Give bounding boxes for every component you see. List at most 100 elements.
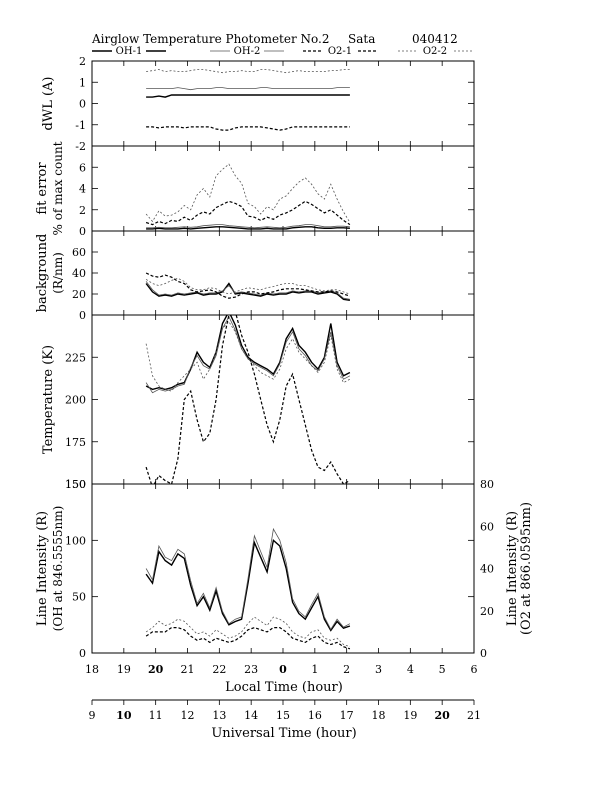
y2-tick-label: 20 [480, 605, 494, 618]
series-oh-1 [145, 538, 351, 632]
series-oh-1 [145, 315, 351, 391]
y-label-line2: (OH at 846.5555nm) [51, 506, 65, 632]
legend-item-oh-1: OH-1 [92, 46, 166, 57]
y-tick-label: 60 [72, 246, 86, 259]
ut-tick-label: 18 [372, 709, 386, 722]
y-label: Temperature (K) [41, 345, 56, 454]
series-oh-2 [145, 527, 351, 631]
x-local-tick-label: 22 [212, 663, 226, 676]
x-local-tick-label: 3 [375, 663, 382, 676]
legend-label: OH-1 [116, 46, 143, 57]
x-local-tick-label: 5 [439, 663, 446, 676]
y-tick-label: 20 [72, 288, 86, 301]
site-label: Sata [348, 32, 375, 46]
y2-label-line2: (O2 at 866.0595nm) [519, 502, 534, 635]
panel-frame [91, 230, 475, 316]
series-o2-1 [145, 272, 351, 299]
ut-tick-label: 11 [149, 709, 163, 722]
legend-item-oh-2: OH-2 [210, 46, 284, 57]
y-label-line2: % of max count [51, 141, 65, 235]
series-o2-2 [145, 616, 351, 648]
x-local-label: Local Time (hour) [225, 680, 343, 695]
ut-tick-label: 19 [403, 709, 417, 722]
legend-label: O2-2 [423, 46, 447, 57]
y-tick-label: 150 [65, 478, 86, 491]
y2-label: Line Intensity (R) [505, 511, 520, 626]
panel-frame [91, 60, 475, 147]
series-oh-2 [145, 281, 350, 300]
series-o2-2 [145, 163, 351, 223]
y-tick-label: 200 [65, 394, 86, 407]
x-ut-label: Universal Time (hour) [211, 726, 356, 741]
ut-tick-label: 21 [467, 709, 481, 722]
panel-fit-error: 6 4 2 0 fit error% of max count [35, 141, 475, 238]
legend-item-o2-1: O2-1 [303, 46, 377, 57]
y-tick-label: 50 [72, 591, 86, 604]
y-tick-label: 0 [79, 647, 86, 660]
y-tick-label: 0 [79, 98, 86, 111]
x-local-tick-label: 21 [181, 663, 195, 676]
x-local-tick-label: 6 [471, 663, 478, 676]
x-local-tick-label: 18 [85, 663, 99, 676]
x-axes: Local Time (hour) Universal Time (hour) … [85, 663, 481, 741]
y-label: dWL (A) [41, 77, 56, 131]
y-tick-label: 0 [79, 225, 86, 238]
y2-tick-label: 60 [480, 520, 494, 533]
ut-tick-label: 9 [89, 709, 96, 722]
ut-tick-label: 16 [308, 709, 322, 722]
ut-tick-label: 15 [276, 709, 290, 722]
y-label: background [35, 234, 50, 313]
x-local-tick-label: 23 [244, 663, 258, 676]
y-label-line2: (R/nm) [51, 252, 65, 294]
y-tick-label: 2 [79, 204, 86, 217]
ut-tick-label: 20 [435, 709, 451, 722]
y-tick-label: 40 [72, 267, 86, 280]
series-oh-1 [146, 226, 350, 230]
series-o2-1 [146, 126, 350, 131]
y-label: Line Intensity (R) [35, 511, 50, 626]
x-local-tick-label: 20 [148, 663, 164, 676]
y-tick-label: 6 [79, 161, 86, 174]
series-oh-2 [146, 224, 350, 229]
y-tick-label: 1 [79, 76, 86, 89]
y-tick-label: 225 [65, 351, 86, 364]
series-o2-2 [146, 69, 350, 74]
date-label: 040412 [412, 32, 458, 46]
x-local-tick-label: 0 [279, 663, 287, 676]
series-o2-2 [145, 321, 351, 392]
y2-tick-label: 40 [480, 563, 494, 576]
panel-temperature: 225 200 175 150 Temperature (K) [41, 314, 475, 491]
y-tick-label: 4 [79, 183, 86, 196]
chart-title: Airglow Temperature Photometer No.2 [91, 32, 330, 46]
series-oh-1 [145, 282, 351, 301]
chart-header: Airglow Temperature Photometer No.2 Sata… [91, 32, 458, 46]
panel-background: 60 40 20 0 background (R/nm) [35, 230, 475, 322]
y-tick-label: -1 [75, 119, 86, 132]
series-oh-1 [146, 94, 350, 98]
x-local-tick-label: 2 [343, 663, 350, 676]
x-local-tick-label: 19 [117, 663, 131, 676]
ut-tick-label: 10 [116, 709, 132, 722]
x-local-tick-label: 4 [407, 663, 414, 676]
series-oh-2 [145, 315, 351, 394]
panels: 2 1 0 -1 -2 dWL (A) 6 4 20 fit error% of max coun… [35, 55, 534, 660]
ut-tick-label: 13 [212, 709, 226, 722]
y-tick-label: 150 [65, 478, 86, 491]
y2-tick-label: 0 [480, 647, 487, 660]
y2-tick-label: 80 [480, 478, 494, 491]
ut-tick-label: 17 [340, 709, 354, 722]
series-oh-2 [146, 87, 350, 91]
series-o2-1 [145, 315, 351, 484]
y-tick-label: 0 [79, 309, 86, 322]
ut-tick-label: 12 [181, 709, 195, 722]
y-tick-label: -2 [75, 140, 86, 153]
y-label: fit error [35, 162, 50, 215]
y-tick-label: 100 [65, 534, 86, 547]
legend-label: O2-1 [328, 46, 352, 57]
legend-label: OH-2 [234, 46, 261, 57]
series-o2-1 [145, 626, 351, 650]
panel-frame [91, 483, 475, 654]
panel-dwl: 2 1 0 -1 -2 dWL (A) [41, 55, 475, 153]
